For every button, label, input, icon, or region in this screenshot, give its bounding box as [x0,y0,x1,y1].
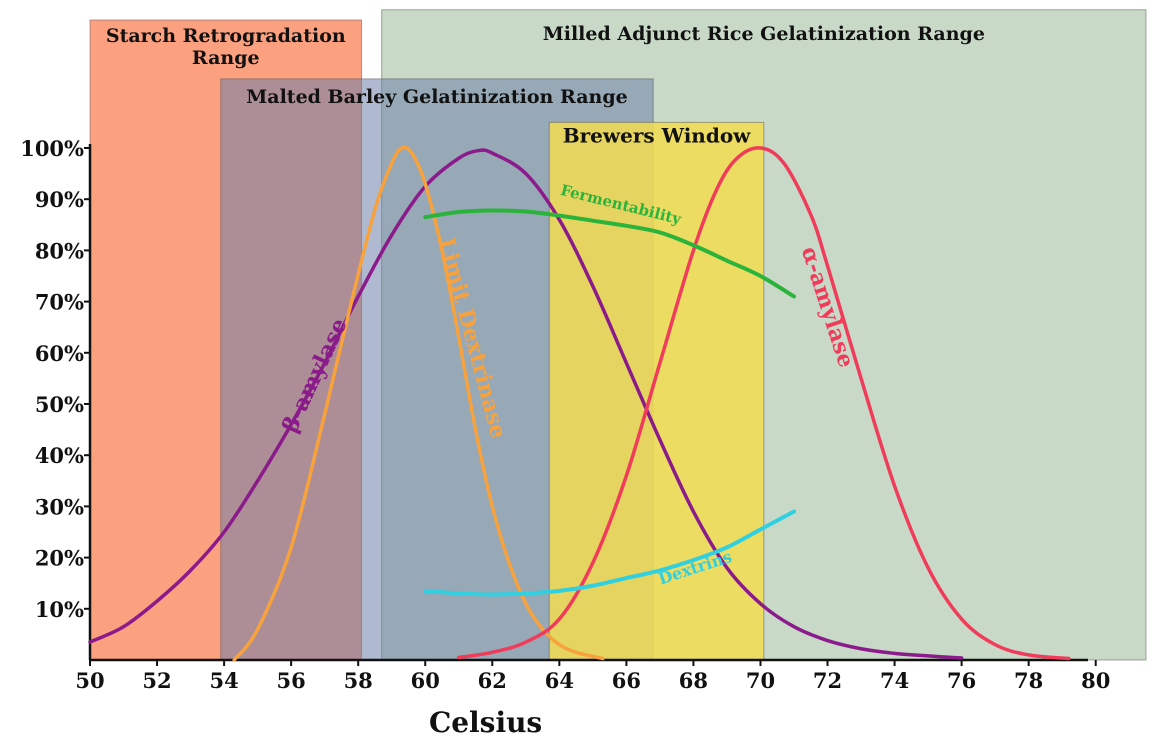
axes: 50 52 54 56 58 60 62 64 66 68 70 72 74 76 78 80 10% 20% 30… [20,136,1110,693]
x-tick-label: 56 [277,668,306,693]
milled-adjunct-rice-label: Milled Adjunct Rice Gelatinization Range [543,23,985,45]
x-tick-label: 78 [1014,668,1043,693]
x-tick-label: 64 [545,668,574,693]
x-tick-label: 72 [813,668,842,693]
x-tick-label: 74 [880,668,909,693]
x-tick-label: 50 [75,668,104,693]
y-tick-label: 60% [35,341,84,366]
curves [88,145,1071,662]
x-tick-label: 52 [142,668,171,693]
y-tick-label: 80% [35,238,84,263]
y-tick-label: 10% [35,597,84,622]
y-tick-label: 40% [35,443,84,468]
brewers-window-label: Brewers Window [563,123,751,147]
y-tick-label: 20% [35,546,84,571]
limit-dextrinase-curve [232,145,605,662]
dextrins-curve [423,509,796,597]
starch-retrogradation-label: Starch Retrogradation Range [106,25,346,69]
y-tick-label: 90% [35,187,84,212]
x-tick-label: 54 [209,668,238,693]
y-tick-label: 70% [35,290,84,315]
y-tick-label: 100% [20,136,84,161]
x-tick-label: 70 [746,668,775,693]
x-tick-label: 66 [612,668,641,693]
x-tick-label: 80 [1081,668,1110,693]
x-tick-label: 62 [478,668,507,693]
y-tick-label: 30% [35,494,84,519]
x-tick-label: 60 [411,668,440,693]
x-tick-label: 58 [344,668,373,693]
x-tick-label: 76 [947,668,976,693]
beta-amylase-curve [88,148,964,660]
malted-barley-label: Malted Barley Gelatinization Range [246,86,627,108]
range-bands: Starch Retrogradation Range Milled Adjunct… [89,9,1147,661]
x-axis-title: Celsius [429,706,542,739]
fermentability-curve [423,208,796,299]
y-tick-label: 50% [35,392,84,417]
x-tick-label: 68 [679,668,708,693]
